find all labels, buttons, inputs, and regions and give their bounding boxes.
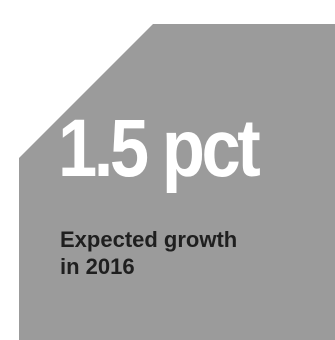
caption-line-1: Expected growth [60, 227, 238, 252]
growth-value: 1.5 pct [58, 103, 261, 194]
caption-line-2: in 2016 [60, 254, 135, 279]
growth-caption: Expected growth in 2016 [60, 226, 237, 280]
gray-panel-polygon [19, 24, 335, 340]
